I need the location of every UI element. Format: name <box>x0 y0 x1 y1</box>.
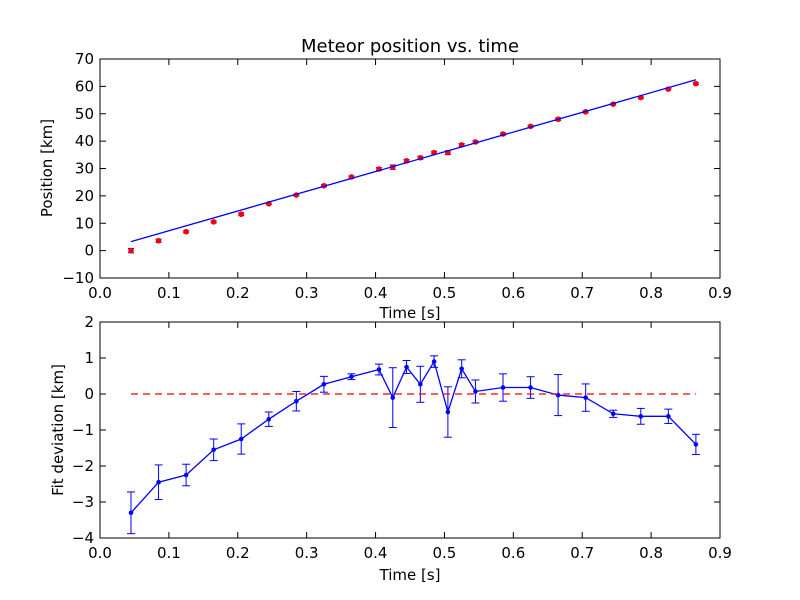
data-point <box>500 385 506 390</box>
deviation-plot-xlabel: Time [s] <box>379 566 441 584</box>
y-tick-label: −4 <box>72 529 94 547</box>
position-plot-xlabel: Time [s] <box>379 304 441 322</box>
x-tick-label: 0.9 <box>708 284 732 302</box>
x-tick-label: 0.0 <box>88 284 112 302</box>
data-point <box>431 359 437 364</box>
data-point <box>210 219 217 225</box>
data-point <box>459 366 464 372</box>
data-point <box>183 472 189 478</box>
x-tick-label: 0.0 <box>88 544 112 562</box>
data-point <box>321 381 327 387</box>
y-tick-label: 10 <box>75 214 94 232</box>
y-tick-label: 40 <box>75 132 94 150</box>
y-tick-label: 20 <box>75 187 94 205</box>
y-tick-label: 0 <box>84 242 94 260</box>
y-tick-label: 2 <box>84 313 94 331</box>
x-tick-label: 0.1 <box>157 284 181 302</box>
data-point <box>183 228 189 235</box>
position-plot-data <box>128 79 699 254</box>
position-plot: Meteor position vs. time 0.0 0.1 0.2 0.3 0.4… <box>38 36 732 322</box>
x-tick-label: 0.6 <box>501 544 525 562</box>
deviation-plot-ticks: 0.0 0.1 0.2 0.3 0.4 0.5 0.6 0.7 0.8 0.9 −4 −3 −2 −1 0 1… <box>72 313 732 562</box>
data-point <box>528 385 533 390</box>
deviation-plot-data <box>127 355 700 535</box>
x-tick-label: 0.6 <box>501 284 525 302</box>
data-point <box>128 510 134 516</box>
x-tick-label: 0.2 <box>226 284 250 302</box>
x-tick-label: 0.7 <box>570 544 594 562</box>
x-tick-label: 0.2 <box>226 544 250 562</box>
data-point <box>473 389 478 394</box>
data-point <box>294 398 299 404</box>
y-tick-label: −10 <box>62 269 94 287</box>
data-point <box>376 367 382 372</box>
data-point <box>266 416 272 422</box>
data-point <box>693 80 699 87</box>
data-point <box>390 395 396 400</box>
data-point <box>583 395 588 400</box>
y-tick-label: −1 <box>72 421 94 439</box>
x-tick-label: 0.8 <box>639 544 663 562</box>
x-tick-label: 0.3 <box>295 284 319 302</box>
data-point <box>156 479 161 485</box>
x-tick-label: 0.4 <box>364 284 388 302</box>
y-tick-label: −2 <box>72 457 94 475</box>
x-tick-label: 0.8 <box>639 284 663 302</box>
data-point <box>445 409 451 415</box>
data-point <box>238 211 245 218</box>
x-tick-label: 0.7 <box>570 284 594 302</box>
data-point <box>666 414 671 419</box>
deviation-plot: 0.0 0.1 0.2 0.3 0.4 0.5 0.6 0.7 0.8 0.9 −4 −3 −2 −1 0 1… <box>49 313 732 584</box>
position-plot-frame <box>99 58 721 279</box>
data-point <box>349 374 354 380</box>
data-point <box>211 447 216 453</box>
data-point <box>404 364 409 370</box>
data-point <box>128 247 134 254</box>
y-tick-label: 1 <box>84 349 94 367</box>
y-tick-label: −3 <box>72 493 94 511</box>
chart-title: Meteor position vs. time <box>301 36 519 57</box>
y-tick-label: 30 <box>75 160 94 178</box>
x-tick-label: 0.5 <box>433 544 457 562</box>
fit-line <box>130 79 697 243</box>
position-plot-ticks: 0.0 0.1 0.2 0.3 0.4 0.5 0.6 0.7 0.8 0.9 −10 0 10 20 30… <box>62 50 732 302</box>
data-point <box>418 381 423 387</box>
x-tick-label: 0.4 <box>364 544 388 562</box>
x-tick-label: 0.9 <box>708 544 732 562</box>
data-point <box>155 237 162 244</box>
x-tick-label: 0.3 <box>295 544 319 562</box>
position-plot-ylabel: Position [km] <box>38 119 56 217</box>
deviation-plot-ylabel: Fit deviation [km] <box>49 364 67 496</box>
data-point <box>238 436 244 442</box>
x-tick-label: 0.5 <box>433 284 457 302</box>
y-tick-label: 60 <box>75 77 94 95</box>
y-tick-label: 50 <box>75 105 94 123</box>
y-tick-label: 70 <box>75 50 94 68</box>
y-tick-label: 0 <box>84 385 94 403</box>
data-point <box>610 411 616 417</box>
data-point <box>693 442 699 447</box>
data-point <box>638 414 644 419</box>
deviation-plot-frame <box>99 321 721 539</box>
x-tick-label: 0.1 <box>157 544 181 562</box>
